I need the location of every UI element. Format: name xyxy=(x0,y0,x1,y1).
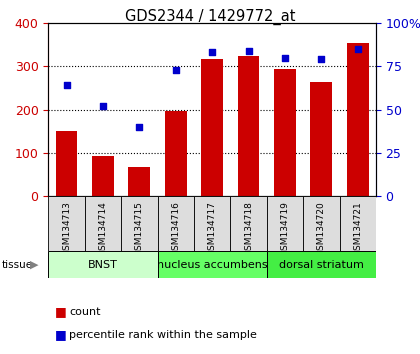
Text: ■: ■ xyxy=(55,305,66,318)
Text: GSM134716: GSM134716 xyxy=(171,201,180,256)
Text: BNST: BNST xyxy=(88,259,118,270)
Bar xyxy=(92,156,114,196)
FancyBboxPatch shape xyxy=(48,251,158,278)
Bar xyxy=(55,131,77,196)
Bar xyxy=(238,56,260,196)
FancyBboxPatch shape xyxy=(48,196,85,251)
Point xyxy=(63,82,70,88)
FancyBboxPatch shape xyxy=(85,196,121,251)
FancyBboxPatch shape xyxy=(194,196,230,251)
Text: GSM134717: GSM134717 xyxy=(207,201,217,256)
Point xyxy=(100,103,106,109)
Text: GSM134718: GSM134718 xyxy=(244,201,253,256)
Text: GDS2344 / 1429772_at: GDS2344 / 1429772_at xyxy=(125,9,295,25)
FancyBboxPatch shape xyxy=(158,251,267,278)
Point xyxy=(245,48,252,53)
FancyBboxPatch shape xyxy=(267,251,376,278)
FancyBboxPatch shape xyxy=(158,196,194,251)
Point xyxy=(136,124,143,130)
Text: percentile rank within the sample: percentile rank within the sample xyxy=(69,330,257,339)
Text: ▶: ▶ xyxy=(30,260,39,270)
Text: tissue: tissue xyxy=(2,260,33,270)
FancyBboxPatch shape xyxy=(230,196,267,251)
Text: GSM134720: GSM134720 xyxy=(317,201,326,256)
Point xyxy=(209,50,215,55)
Text: GSM134714: GSM134714 xyxy=(98,201,108,256)
Bar xyxy=(129,167,150,196)
Text: ■: ■ xyxy=(55,328,66,341)
Bar xyxy=(165,111,186,196)
FancyBboxPatch shape xyxy=(267,196,303,251)
Bar xyxy=(201,58,223,196)
Text: nucleus accumbens: nucleus accumbens xyxy=(157,259,268,270)
Text: GSM134719: GSM134719 xyxy=(281,201,289,256)
FancyBboxPatch shape xyxy=(303,196,339,251)
Point xyxy=(281,55,288,61)
Text: GSM134715: GSM134715 xyxy=(135,201,144,256)
Bar xyxy=(274,69,296,196)
Bar xyxy=(347,44,369,196)
Point xyxy=(318,57,325,62)
Text: GSM134721: GSM134721 xyxy=(353,201,362,256)
Text: count: count xyxy=(69,307,101,316)
FancyBboxPatch shape xyxy=(121,196,158,251)
Point xyxy=(354,46,361,52)
Text: GSM134713: GSM134713 xyxy=(62,201,71,256)
FancyBboxPatch shape xyxy=(339,196,376,251)
Point xyxy=(172,67,179,73)
Bar xyxy=(310,82,332,196)
Text: dorsal striatum: dorsal striatum xyxy=(279,259,364,270)
